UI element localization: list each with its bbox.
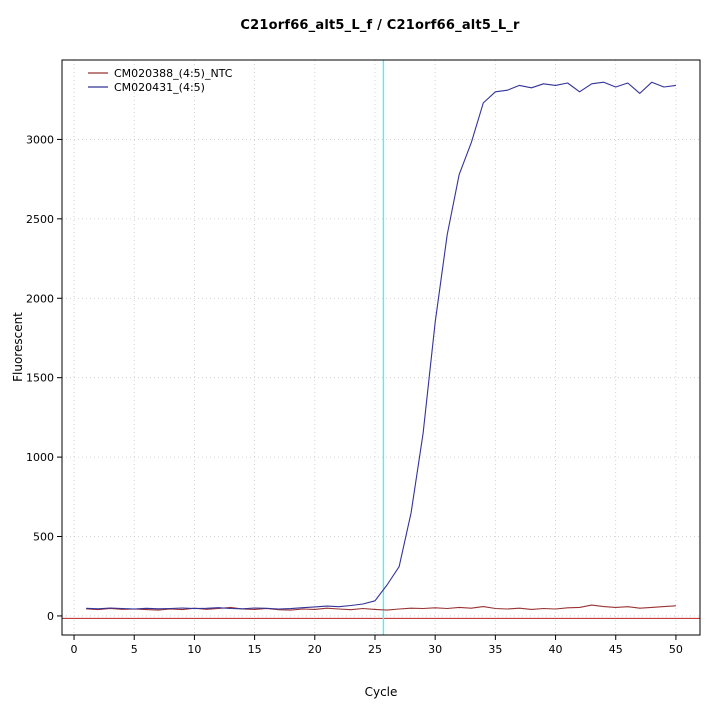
legend-label-1: CM020431_(4:5): [114, 81, 205, 94]
legend-label-0: CM020388_(4:5)_NTC: [114, 67, 233, 80]
series-line-1: [86, 81, 676, 610]
y-tick-label: 2500: [26, 213, 54, 226]
x-tick-label: 0: [71, 643, 78, 656]
x-tick-label: 10: [187, 643, 201, 656]
y-tick-label: 1500: [26, 372, 54, 385]
plot-border: [61, 59, 701, 636]
chart-title: C21orf66_alt5_L_f / C21orf66_alt5_L_r: [240, 18, 520, 33]
x-tick-label: 45: [609, 643, 623, 656]
x-tick-label: 30: [428, 643, 442, 656]
y-axis-label: Fluorescent: [11, 312, 25, 382]
y-tick-label: 500: [33, 531, 54, 544]
x-tick-label: 50: [669, 643, 683, 656]
x-axis-label: Cycle: [364, 685, 398, 699]
y-tick-label: 2000: [26, 292, 54, 305]
x-tick-label: 15: [248, 643, 262, 656]
y-tick-label: 3000: [26, 133, 54, 146]
series-line-0: [86, 604, 676, 611]
x-tick-label: 40: [549, 643, 563, 656]
y-tick-label: 1000: [26, 451, 54, 464]
x-tick-label: 35: [488, 643, 502, 656]
x-tick-label: 25: [368, 643, 382, 656]
x-tick-label: 20: [308, 643, 322, 656]
x-tick-label: 5: [131, 643, 138, 656]
y-tick-label: 0: [47, 610, 54, 623]
